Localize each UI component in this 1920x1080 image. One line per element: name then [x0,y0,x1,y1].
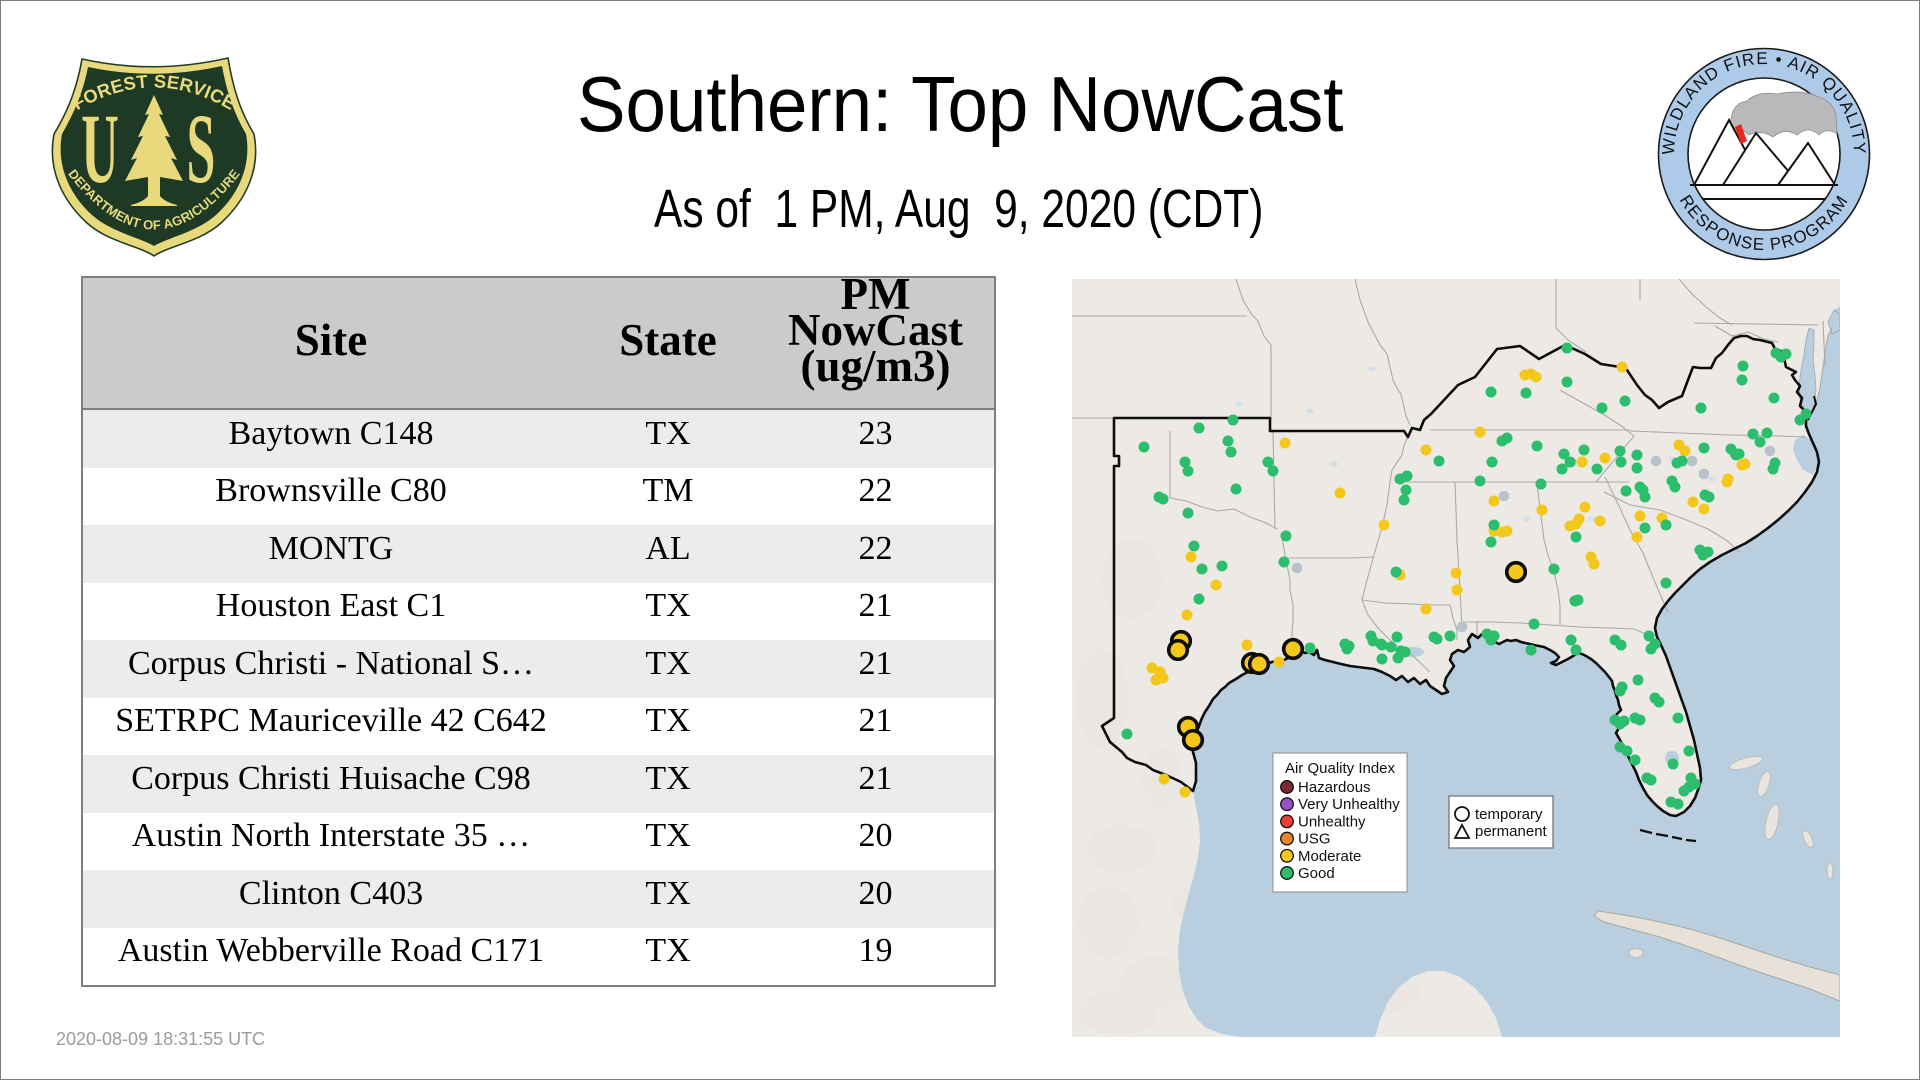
svg-text:permanent: permanent [1475,823,1548,840]
svg-text:Good: Good [1298,865,1335,882]
svg-text:S: S [187,94,216,204]
svg-text:Moderate: Moderate [1298,848,1361,865]
svg-text:Very Unhealthy: Very Unhealthy [1298,796,1400,813]
svg-text:USG: USG [1298,831,1331,848]
svg-text:Unhealthy: Unhealthy [1298,813,1366,830]
svg-text:U: U [81,94,119,204]
svg-text:Air Quality Index: Air Quality Index [1285,760,1396,777]
svg-text:temporary: temporary [1475,806,1543,823]
svg-text:Hazardous: Hazardous [1298,779,1371,796]
